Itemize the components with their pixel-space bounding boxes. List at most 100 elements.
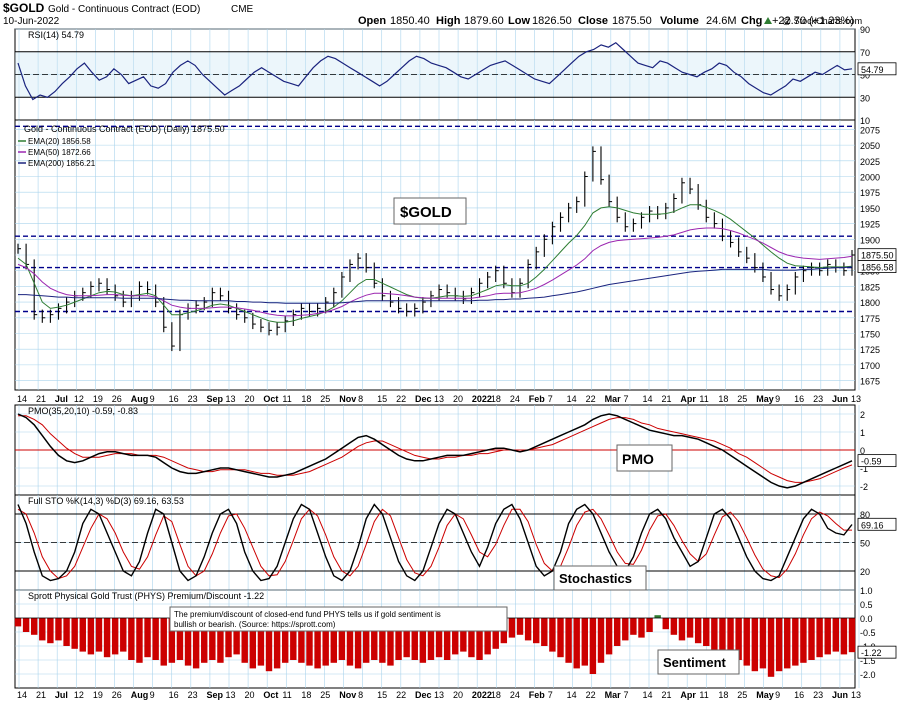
- pmo-panel: 2 1 0 -1 -2 PMO(35,20,10) -0.59, -0.83 -0.59: [14, 404, 897, 496]
- sentiment-bar: [362, 618, 370, 663]
- y-tick-label: 90: [860, 25, 870, 35]
- sentiment-bar: [298, 618, 305, 663]
- x-tick-label: Jun: [832, 690, 848, 700]
- sentiment-bar: [767, 618, 775, 677]
- chart-header: $GOLD Gold - Continuous Contract (EOD) C…: [3, 1, 862, 27]
- x-tick-label: 11: [282, 394, 291, 404]
- sentiment-bar: [95, 618, 103, 652]
- low-value: 1826.50: [532, 15, 572, 27]
- y-tick-label: 1925: [860, 220, 880, 230]
- x-tick-label: 11: [699, 690, 708, 700]
- sto-label: Full STO %K(14,3) %D(3) 69.16, 63.53: [28, 496, 184, 506]
- sentiment-bar: [249, 618, 257, 669]
- x-tick-label: 12: [74, 394, 84, 404]
- sentiment-bar: [71, 618, 78, 649]
- sentiment-bar: [281, 618, 289, 663]
- sentiment-bar: [735, 618, 742, 660]
- x-tick-label: 14: [17, 690, 27, 700]
- sentiment-bar: [476, 618, 483, 660]
- high-value: 1879.60: [464, 15, 504, 27]
- sentiment-bar: [516, 618, 524, 635]
- y-tick-label: 70: [860, 48, 870, 58]
- sentiment-bar: [597, 618, 605, 663]
- sentiment-bar: [832, 618, 840, 652]
- sentiment-bar: [703, 618, 710, 646]
- y-tick-label: 0: [860, 446, 865, 456]
- x-tick-label: 14: [17, 394, 27, 404]
- x-tick-label: Jun: [832, 394, 848, 404]
- sentiment-bar: [168, 618, 176, 663]
- open-label: Open: [358, 15, 386, 27]
- sentiment-bar: [492, 618, 499, 649]
- x-tick-label: 22: [586, 690, 596, 700]
- sentiment-bar: [395, 618, 402, 660]
- x-tick-label: 18: [301, 394, 311, 404]
- last-value-tag: [857, 517, 897, 531]
- x-tick-label: 22: [396, 394, 406, 404]
- phys-note-line-1: The premium/discount of closed-end fund …: [174, 610, 441, 619]
- sentiment-bar: [792, 618, 799, 666]
- stochastics-callout: Stochastics: [553, 565, 647, 591]
- x-tick-label: Jul: [55, 690, 68, 700]
- phys-note: The premium/discount of closed-end fund …: [169, 606, 508, 632]
- sentiment-bar: [800, 618, 807, 663]
- x-tick-label: 21: [36, 690, 46, 700]
- sentiment-bar: [87, 618, 95, 655]
- y-tick-label: 1800: [860, 298, 880, 308]
- y-tick-label: 1750: [860, 329, 880, 339]
- x-tick-label: 23: [188, 690, 198, 700]
- price-label: Gold - Continuous Contract (EOD) (Daily)…: [24, 124, 225, 134]
- sentiment-bar: [759, 618, 767, 669]
- sentiment-bar: [217, 618, 224, 663]
- x-tick-label: Mar: [605, 394, 622, 404]
- x-tick-label: 15: [377, 690, 387, 700]
- x-tick-label: 16: [794, 690, 804, 700]
- sentiment-bar: [338, 618, 346, 660]
- x-tick-label: Apr: [680, 394, 696, 404]
- rsi-line: [17, 41, 853, 101]
- y-tick-label: 1900: [860, 235, 880, 245]
- sentiment-bar: [565, 618, 572, 663]
- last-value-tag: [857, 645, 897, 659]
- x-tick-label: 12: [74, 690, 84, 700]
- last-value-label: -1.22: [861, 648, 882, 658]
- x-tick-label: 13: [434, 394, 444, 404]
- sentiment-bar: [435, 618, 443, 658]
- sentiment-bar: [120, 618, 127, 652]
- last-value-label: 54.79: [861, 65, 884, 75]
- sentiment-bar: [508, 618, 516, 638]
- sentiment-bar: [573, 618, 580, 669]
- x-tick-label: 20: [244, 690, 254, 700]
- exchange: CME: [231, 4, 254, 15]
- instrument-name: Gold - Continuous Contract (EOD): [48, 4, 200, 15]
- x-tick-label: 9: [150, 690, 155, 700]
- sentiment-bar: [419, 618, 427, 663]
- x-tick-label: 14: [643, 690, 653, 700]
- y-tick-label: 2025: [860, 157, 880, 167]
- sentiment-bar: [840, 618, 848, 655]
- sentiment-bar: [128, 618, 135, 660]
- x-tick-label: 14: [567, 690, 577, 700]
- sentiment-bar: [816, 618, 823, 658]
- sentiment-bar: [727, 618, 734, 655]
- x-tick-label: Feb: [529, 690, 546, 700]
- sentiment-bar: [111, 618, 119, 655]
- y-tick-label: 50: [860, 71, 870, 81]
- sentiment-bar: [662, 618, 669, 630]
- sentiment-bar: [79, 618, 86, 652]
- y-tick-label: 20: [860, 567, 870, 577]
- sentiment-bar: [225, 618, 232, 658]
- x-tick-label: 8: [358, 690, 363, 700]
- sentiment-bar: [824, 618, 831, 655]
- x-tick-label: 21: [661, 394, 671, 404]
- sentiment-bar: [678, 618, 686, 641]
- y-tick-label: 50: [860, 539, 870, 549]
- x-tick-label: 20: [244, 394, 254, 404]
- sentiment-label: Sprott Physical Gold Trust (PHYS) Premiu…: [28, 591, 264, 601]
- y-tick-label: -2.0: [860, 670, 876, 680]
- x-tick-label: 24: [510, 690, 520, 700]
- sentiment-bar: [55, 618, 62, 641]
- sentiment-bar: [808, 618, 815, 660]
- sentiment-bar: [784, 618, 791, 669]
- sentiment-bar: [47, 618, 54, 644]
